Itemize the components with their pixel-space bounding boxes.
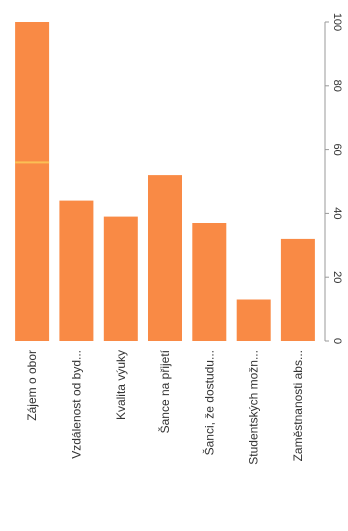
bar-2 <box>103 216 138 341</box>
bar-5 <box>236 299 271 341</box>
bar-highlight-0 <box>15 161 50 164</box>
category-labels: Zájem o obor Vzdálenost od byd... Kvalita … <box>25 349 305 464</box>
category-label-5: Studentských možn... <box>247 350 261 465</box>
category-label-1: Vzdálenost od byd... <box>69 350 83 459</box>
category-label-0: Zájem o obor <box>25 350 39 421</box>
bar-0 <box>15 22 50 341</box>
bar-6 <box>280 238 315 341</box>
value-tick-label-20: 20 <box>331 271 343 283</box>
bar-4 <box>192 223 227 341</box>
bar-1 <box>59 200 94 341</box>
value-tick-label-60: 60 <box>331 143 343 155</box>
bar-3 <box>148 175 182 341</box>
bars-group <box>15 22 315 341</box>
category-label-4: Šanci, že dostudu... <box>201 350 216 455</box>
category-label-6: Zaměstnanosti abs... <box>291 350 305 461</box>
category-label-2: Kvalita výuky <box>114 350 128 420</box>
value-axis: 0 20 40 60 80 100 <box>324 13 343 344</box>
value-tick-label-80: 80 <box>331 80 343 92</box>
category-label-3: Šance na přijetí <box>157 349 172 433</box>
value-tick-label-100: 100 <box>331 13 343 31</box>
value-tick-label-0: 0 <box>331 338 343 344</box>
value-tick-label-40: 40 <box>331 207 343 219</box>
